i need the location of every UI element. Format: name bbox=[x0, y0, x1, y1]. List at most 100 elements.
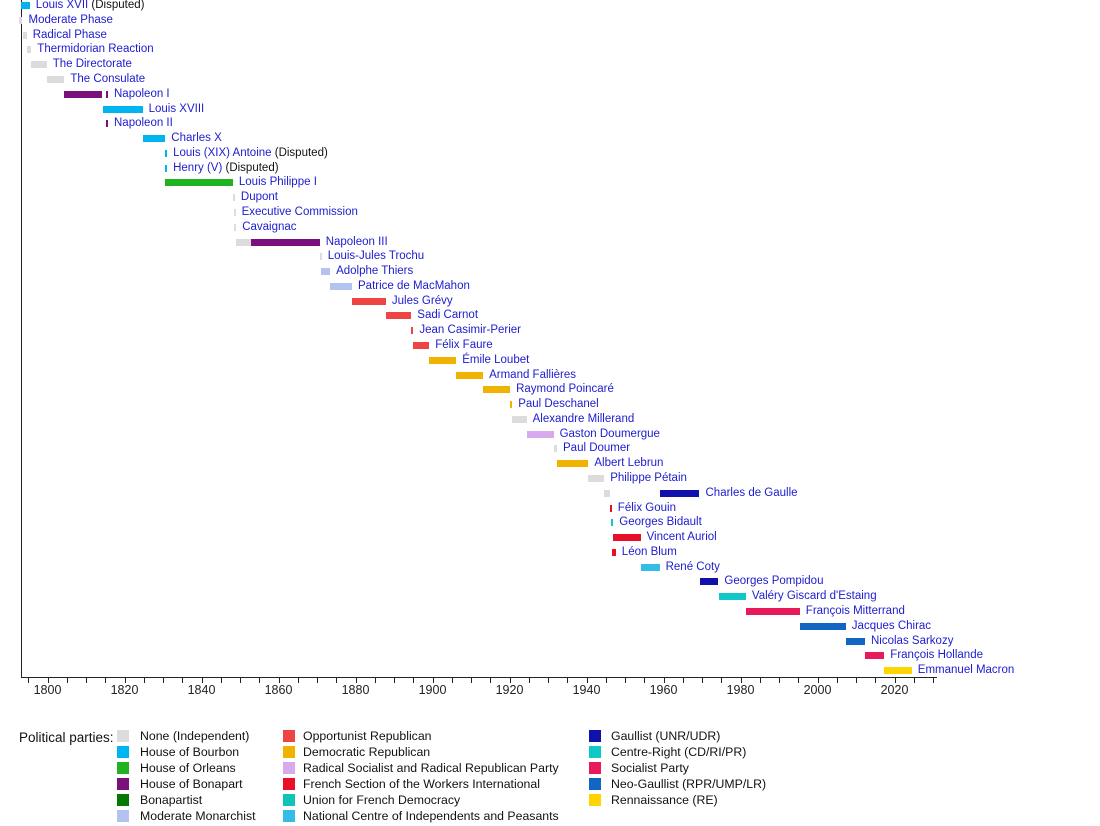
legend-color-swatch bbox=[283, 793, 295, 806]
axis-tick bbox=[913, 678, 915, 683]
row-label: Gaston Doumergue bbox=[560, 428, 660, 441]
row-label-name: François Mitterrand bbox=[805, 605, 905, 617]
row-label: The Consulate bbox=[70, 73, 145, 86]
axis-tick bbox=[182, 678, 184, 683]
timeline-bar bbox=[319, 253, 322, 261]
legend-item-label: None (Independent) bbox=[140, 729, 250, 743]
axis-tick bbox=[317, 678, 318, 683]
row-label-name: Léon Blum bbox=[621, 545, 677, 558]
row-label-name: The Directorate bbox=[52, 58, 132, 71]
legend-item-label: Opportunist Republican bbox=[303, 729, 432, 743]
row-label-suffix: (Disputed) bbox=[88, 0, 145, 11]
axis-tick bbox=[817, 678, 819, 683]
timeline-bar bbox=[659, 489, 700, 497]
legend-item-label: Socialist Party bbox=[611, 760, 689, 775]
legend-color-swatch bbox=[589, 761, 601, 774]
row-label: Louis XVII (Disputed) bbox=[36, 0, 145, 12]
axis-tick bbox=[548, 678, 549, 683]
axis-tick bbox=[509, 678, 511, 683]
legend-item-label: House of Orleans bbox=[140, 760, 236, 775]
row-label-name: Raymond Poincaré bbox=[516, 383, 614, 396]
row-label: Jean Casimir-Perier bbox=[419, 324, 521, 337]
timeline-bar bbox=[611, 548, 616, 556]
axis-tick bbox=[490, 678, 492, 683]
timeline-bar bbox=[799, 622, 846, 630]
axis-tick bbox=[644, 678, 646, 683]
row-label-name: Jean Casimir-Perier bbox=[419, 324, 521, 337]
axis-tick-label: 2020 bbox=[880, 683, 909, 697]
timeline-bar bbox=[31, 61, 47, 69]
axis-tick bbox=[567, 678, 569, 683]
row-label-name: Napoleon III bbox=[325, 235, 388, 248]
row-label: The Directorate bbox=[53, 58, 132, 71]
timeline-bar bbox=[429, 356, 457, 364]
legend-color-swatch bbox=[283, 809, 295, 822]
row-label-name: Charles de Gaulle bbox=[705, 486, 798, 499]
timeline-bar bbox=[611, 519, 614, 527]
row-label: Louis-Jules Trochu bbox=[328, 250, 425, 263]
timeline-bar bbox=[745, 608, 800, 615]
legend-color-swatch bbox=[283, 777, 295, 790]
row-label: Georges Bidault bbox=[619, 516, 701, 529]
row-label: Charles de Gaulle bbox=[706, 487, 798, 500]
timeline-bar bbox=[19, 16, 23, 24]
row-label-name: Jacques Chirac bbox=[851, 619, 932, 632]
row-label-name: Cavaignac bbox=[242, 220, 297, 233]
row-label: Moderate Phase bbox=[29, 14, 113, 27]
axis-tick bbox=[374, 678, 376, 683]
timeline-bar bbox=[411, 327, 414, 335]
row-label-name: René Coty bbox=[665, 560, 720, 573]
row-label-name: Valéry Giscard d'Estaing bbox=[751, 590, 877, 603]
legend-item-label: Bonapartist bbox=[140, 792, 203, 807]
axis-tick bbox=[240, 678, 241, 683]
axis-tick bbox=[413, 678, 415, 683]
legend-item-label: Moderate Monarchist bbox=[140, 808, 256, 823]
timeline-bar bbox=[102, 105, 143, 113]
axis-tick bbox=[721, 678, 723, 683]
row-label: Léon Blum bbox=[622, 546, 677, 559]
axis-tick bbox=[682, 678, 684, 683]
row-label: Adolphe Thiers bbox=[336, 265, 413, 278]
axis-tick-label: 1860 bbox=[264, 683, 293, 697]
axis-tick-label: 1880 bbox=[341, 683, 370, 697]
row-label-name: Henry (V) bbox=[173, 161, 223, 174]
timeline-bar bbox=[352, 297, 386, 305]
row-label-name: Emmanuel Macron bbox=[917, 664, 1015, 677]
axis-tick bbox=[297, 678, 299, 683]
legend-color-swatch bbox=[117, 730, 129, 742]
timeline-bar bbox=[106, 120, 108, 128]
legend-title: Political parties: bbox=[19, 730, 114, 745]
axis-tick-label: 1920 bbox=[495, 683, 524, 697]
row-label-suffix: (Disputed) bbox=[271, 146, 328, 159]
row-label: Félix Faure bbox=[435, 339, 493, 352]
row-label: Napoleon III bbox=[326, 236, 388, 249]
row-label-name: The Consulate bbox=[70, 72, 146, 85]
row-label: Jacques Chirac bbox=[852, 620, 931, 633]
row-label: Napoleon II bbox=[114, 117, 173, 130]
row-label-name: Émile Loubet bbox=[462, 353, 530, 366]
legend-color-swatch bbox=[117, 777, 129, 790]
axis-tick bbox=[451, 678, 453, 683]
row-label-name: Gaston Doumergue bbox=[559, 427, 660, 440]
row-label-name: Louis Philippe I bbox=[238, 176, 317, 189]
timeline-bar bbox=[106, 90, 108, 98]
axis-tick bbox=[86, 678, 87, 683]
row-label: Napoleon I bbox=[114, 88, 170, 101]
axis-tick bbox=[336, 678, 338, 683]
axis-tick-label: 1960 bbox=[649, 683, 678, 697]
row-label-name: Georges Pompidou bbox=[724, 575, 824, 588]
timeline-bar bbox=[609, 504, 612, 512]
legend-color-swatch bbox=[117, 745, 129, 758]
row-label-name: Adolphe Thiers bbox=[336, 265, 414, 277]
axis-tick-label: 1900 bbox=[418, 683, 447, 697]
legend-item-label: Union for French Democracy bbox=[303, 792, 461, 807]
row-label-name: Paul Deschanel bbox=[518, 398, 599, 411]
axis-tick bbox=[586, 678, 588, 683]
axis-tick bbox=[220, 678, 222, 683]
row-label-name: Napoleon II bbox=[114, 117, 173, 130]
timeline-bar bbox=[718, 593, 746, 601]
timeline-bar bbox=[142, 135, 166, 142]
timeline-bar bbox=[884, 667, 912, 675]
row-label-name: Paul Doumer bbox=[563, 442, 631, 455]
row-label: Raymond Poincaré bbox=[516, 383, 614, 396]
